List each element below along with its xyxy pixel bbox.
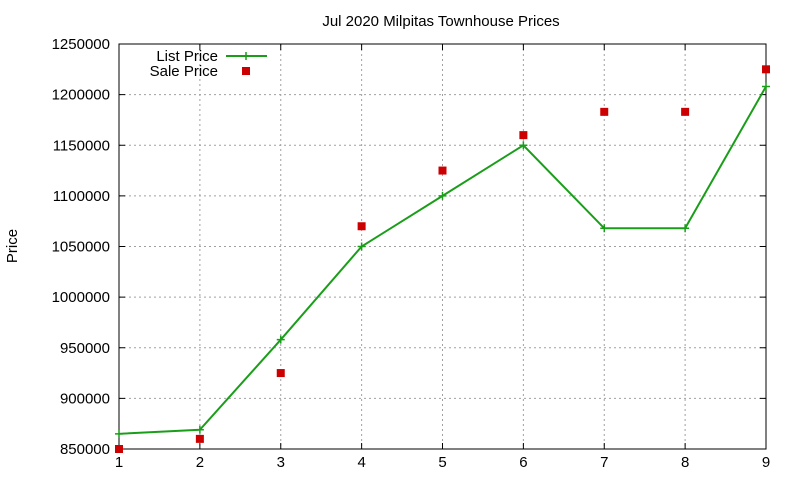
y-tick-label: 950000: [60, 340, 110, 357]
list-price-point: [519, 141, 528, 150]
list-price-point: [276, 335, 285, 344]
list-price-point: [600, 224, 609, 233]
x-tick-label: 4: [357, 454, 365, 471]
series-layer: [115, 65, 770, 453]
list-price-point: [762, 82, 770, 91]
sale-price-point: [600, 107, 609, 116]
list-price-point: [195, 425, 204, 434]
list-price-point: [438, 191, 447, 200]
sale-price-point: [681, 107, 690, 116]
list-price-point: [115, 429, 123, 438]
x-tick-label: 3: [277, 454, 285, 471]
sale-price-point: [438, 166, 447, 175]
x-tick-label: 1: [115, 454, 123, 471]
list-price-point: [681, 224, 690, 233]
gridlines: [119, 44, 766, 449]
x-tick-label: 5: [438, 454, 446, 471]
x-tick-label: 9: [762, 454, 770, 471]
sale-price-point: [276, 369, 285, 378]
y-tick-label: 1050000: [52, 239, 110, 256]
x-tick-label: 8: [681, 454, 689, 471]
y-tick-label: 1000000: [52, 289, 110, 306]
y-axis-label: Price: [4, 229, 21, 263]
list-price-point: [357, 242, 366, 251]
sale-price-point: [762, 65, 770, 74]
series-sale-price: [115, 65, 770, 453]
x-tick-label: 7: [600, 454, 608, 471]
x-tick-label: 2: [196, 454, 204, 471]
sale-price-point: [195, 434, 204, 443]
series-list-price: [115, 82, 770, 438]
axis-ticks: 1 2 3 4 5 6 7 8 9 850000 900000 950000 1000000 105000…: [52, 36, 771, 471]
y-tick-label: 850000: [60, 441, 110, 458]
y-tick-label: 1200000: [52, 87, 110, 104]
sale-price-point: [115, 445, 123, 453]
legend-square-marker: [242, 67, 250, 75]
y-tick-label: 900000: [60, 390, 110, 407]
sale-price-point: [357, 222, 366, 231]
legend-label: Sale Price: [150, 63, 218, 80]
y-tick-label: 1150000: [53, 137, 110, 154]
y-tick-label: 1100000: [53, 188, 110, 205]
x-tick-label: 6: [519, 454, 527, 471]
legend-plus-marker: [242, 52, 250, 60]
y-tick-label: 1250000: [52, 36, 110, 53]
plot-frame: [118, 43, 767, 450]
sale-price-point: [519, 131, 528, 140]
legend-label: List Price: [156, 48, 218, 65]
chart-title: Jul 2020 Milpitas Townhouse Prices: [322, 13, 559, 30]
